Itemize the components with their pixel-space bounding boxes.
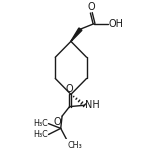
Text: O: O: [87, 2, 95, 12]
Text: CH₃: CH₃: [67, 141, 82, 150]
Text: H₃C: H₃C: [33, 130, 48, 139]
Text: NH: NH: [85, 100, 100, 110]
Text: O: O: [66, 84, 73, 94]
Text: O: O: [54, 117, 61, 127]
Text: H₃C: H₃C: [33, 119, 48, 128]
Text: OH: OH: [108, 19, 123, 29]
Polygon shape: [71, 28, 82, 41]
